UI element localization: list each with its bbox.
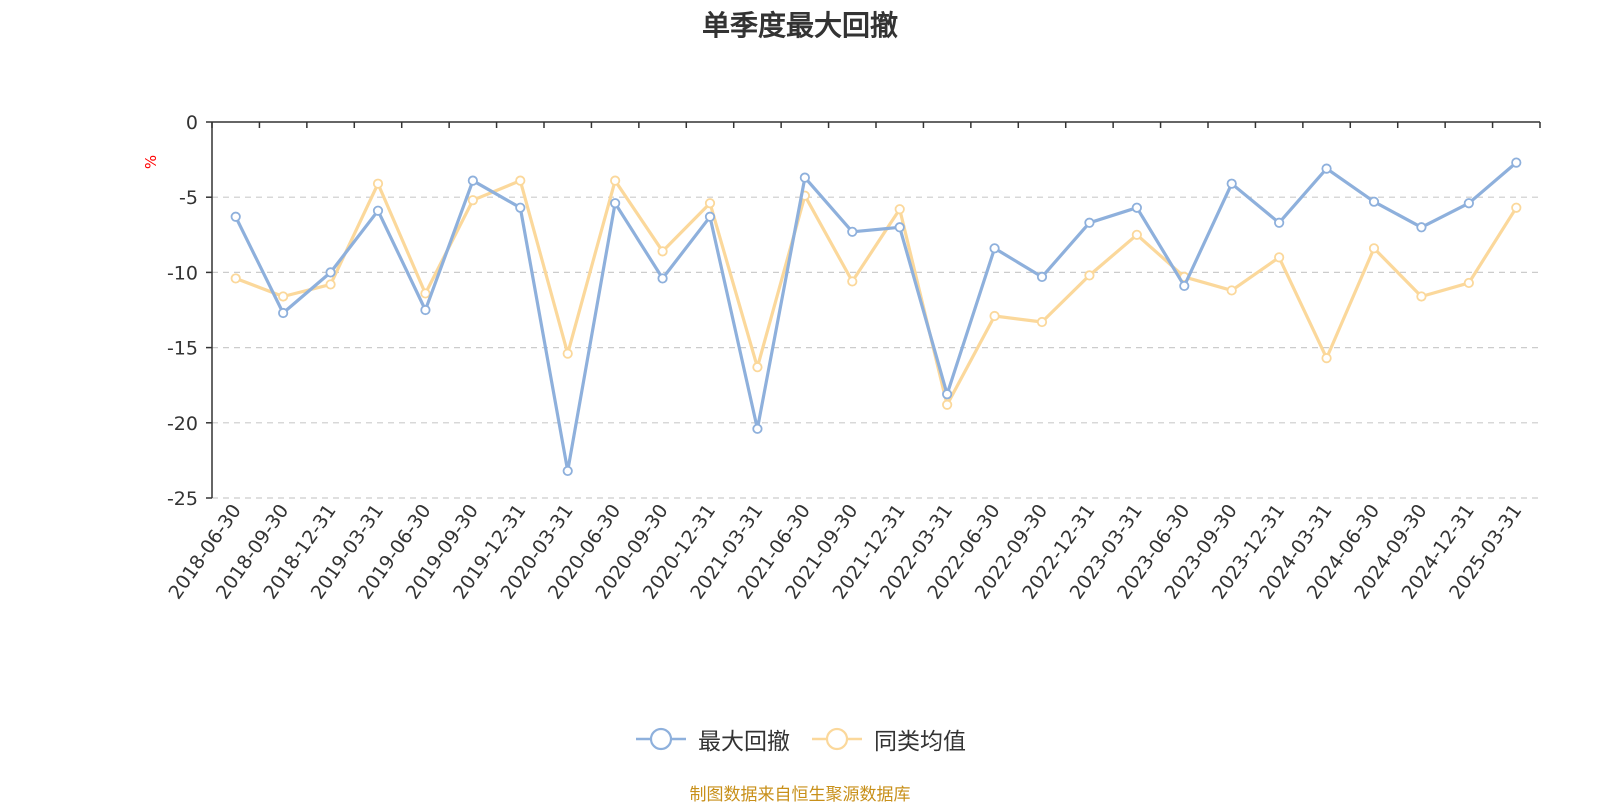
legend-item[interactable]: 同类均值: [810, 722, 966, 756]
data-point: [1084, 217, 1095, 228]
data-point: [1036, 316, 1048, 328]
legend-line-icon: [636, 727, 686, 751]
data-point: [1368, 196, 1380, 207]
legend-line-icon: [812, 727, 862, 751]
data-point: [799, 172, 810, 183]
y-tick-label: -15: [167, 338, 198, 360]
data-point: [657, 273, 668, 284]
y-tick-label: -5: [179, 187, 198, 209]
data-point: [420, 288, 431, 299]
legend-marker: [649, 727, 673, 751]
data-point: [847, 276, 858, 287]
data-point: [942, 389, 953, 400]
data-point: [562, 465, 573, 477]
data-point: [372, 178, 384, 189]
data-point: [1511, 202, 1522, 213]
legend: 最大回撤 同类均值: [0, 722, 1600, 756]
data-point: [894, 222, 905, 233]
data-point: [372, 205, 384, 216]
y-axis-unit-label: %: [142, 155, 160, 169]
data-point: [278, 307, 289, 319]
data-point: [230, 273, 241, 284]
series-line: [234, 161, 1518, 473]
y-tick-label: -25: [167, 488, 198, 510]
data-point: [1226, 178, 1237, 189]
data-point: [1511, 157, 1522, 168]
chart-title: 单季度最大回撤: [701, 9, 898, 42]
data-point: [515, 202, 526, 213]
y-tick-label: -20: [167, 413, 198, 435]
data-point: [942, 399, 953, 410]
grid-lines: [212, 196, 1540, 499]
data-point: [989, 310, 1000, 322]
data-point: [1416, 291, 1427, 302]
series-layer: [230, 157, 1522, 477]
data-point: [562, 348, 573, 359]
data-point: [704, 211, 716, 222]
legend-marker: [825, 727, 849, 751]
data-point: [1036, 271, 1048, 283]
data-point: [894, 204, 905, 215]
data-point: [1274, 252, 1285, 263]
data-point: [1463, 198, 1474, 209]
source-footer: 制图数据来自恒生聚源数据库: [689, 785, 911, 805]
data-point: [1368, 243, 1380, 254]
data-point: [278, 291, 289, 302]
data-point: [1416, 222, 1427, 233]
data-point: [1274, 217, 1285, 228]
data-point: [467, 195, 478, 206]
data-point: [325, 267, 336, 278]
data-point: [1131, 229, 1142, 240]
data-point: [657, 246, 668, 257]
legend-item[interactable]: 最大回撤: [634, 722, 790, 756]
data-point: [752, 362, 763, 373]
data-point: [1321, 353, 1332, 364]
data-point: [989, 243, 1000, 254]
data-point: [610, 175, 621, 186]
data-point: [1084, 270, 1095, 281]
legend-label: 最大回撤: [698, 729, 790, 755]
data-point: [1131, 202, 1142, 213]
data-point: [847, 226, 858, 237]
data-point: [420, 304, 431, 316]
axes: 0-5-10-15-20-252018-06-302018-09-302018-…: [164, 112, 1541, 603]
data-point: [704, 198, 716, 209]
data-point: [1179, 280, 1190, 292]
data-point: [230, 211, 241, 222]
data-point: [1226, 285, 1237, 296]
y-tick-label: -10: [167, 262, 198, 284]
data-point: [1321, 163, 1332, 174]
data-point: [752, 423, 763, 434]
legend-label: 同类均值: [874, 729, 966, 755]
data-point: [467, 175, 478, 186]
data-point: [610, 198, 621, 209]
data-point: [325, 279, 336, 290]
data-point: [1463, 277, 1474, 289]
y-tick-label: 0: [186, 112, 198, 134]
data-point: [515, 175, 526, 186]
